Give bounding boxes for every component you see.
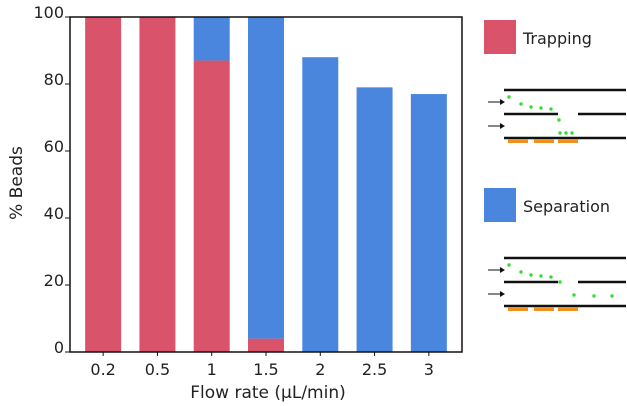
plot-frame (69, 16, 463, 353)
x-tick-label: 0.2 (90, 360, 115, 379)
legend-label-separation: Separation (523, 197, 610, 216)
arrow-head-icon (500, 267, 505, 273)
particle-dot (572, 293, 576, 297)
bar-trapping-1.5 (248, 338, 284, 352)
separation-schematic (488, 256, 626, 311)
particle-dot (570, 131, 574, 135)
legend-swatch-separation (484, 188, 516, 222)
particle-dot (519, 270, 523, 274)
particle-dot (549, 107, 553, 111)
particle-dot (519, 102, 523, 106)
particle-dot (529, 105, 533, 109)
x-tick-label: 1 (207, 360, 217, 379)
bar-separation-2.5 (356, 87, 393, 352)
electrode (508, 139, 528, 143)
y-tick-label: 40 (44, 204, 64, 223)
particle-dot (539, 106, 543, 110)
trapping-schematic (488, 88, 626, 143)
bar-separation-2 (302, 57, 339, 352)
x-axis-label: Flow rate (μL/min) (190, 383, 345, 403)
particle-dot (529, 273, 533, 277)
legend-swatch-trapping (484, 20, 516, 54)
particle-dot (592, 294, 596, 298)
arrow-head-icon (500, 123, 505, 129)
x-tick-label: 0.5 (145, 360, 170, 379)
x-tick-label: 2 (315, 360, 325, 379)
y-axis-label: % Beads (7, 146, 27, 220)
particle-dot (507, 95, 511, 99)
electrode (508, 307, 528, 311)
electrode (534, 307, 554, 311)
plot-area (85, 17, 447, 353)
x-tick-label: 2.5 (362, 360, 387, 379)
electrode (558, 139, 578, 143)
x-tick-label: 3 (424, 360, 434, 379)
particle-dot (558, 280, 562, 284)
x-axis-ticks: 0.2 0.5 1 1.5 2 2.5 3 (90, 352, 434, 379)
particle-dot (610, 294, 614, 298)
arrow-head-icon (500, 99, 505, 105)
y-tick-label: 100 (33, 3, 64, 22)
particle-dot (558, 131, 562, 135)
particle-dot (539, 274, 543, 278)
particle-dot (549, 275, 553, 279)
y-axis-ticks: 0 20 40 60 80 100 (33, 3, 70, 357)
bar-separation-1.5 (248, 17, 284, 339)
particle-dot (557, 118, 561, 122)
y-tick-label: 60 (44, 137, 64, 156)
bar-trapping-1 (193, 60, 230, 353)
x-tick-label: 1.5 (253, 360, 278, 379)
electrode (534, 139, 554, 143)
legend-label-trapping: Trapping (522, 29, 592, 48)
bar-trapping-0.5 (139, 17, 176, 352)
bar-separation-3 (410, 94, 447, 353)
y-tick-label: 0 (54, 338, 64, 357)
legend: Trapping Separation (484, 20, 626, 311)
electrode (558, 307, 578, 311)
bar-trapping-0.2 (85, 17, 122, 352)
particle-dot (564, 131, 568, 135)
particle-dot (507, 263, 511, 267)
y-tick-label: 20 (44, 271, 64, 290)
y-tick-label: 80 (44, 70, 64, 89)
arrow-head-icon (500, 291, 505, 297)
bar-separation-1 (193, 17, 230, 61)
